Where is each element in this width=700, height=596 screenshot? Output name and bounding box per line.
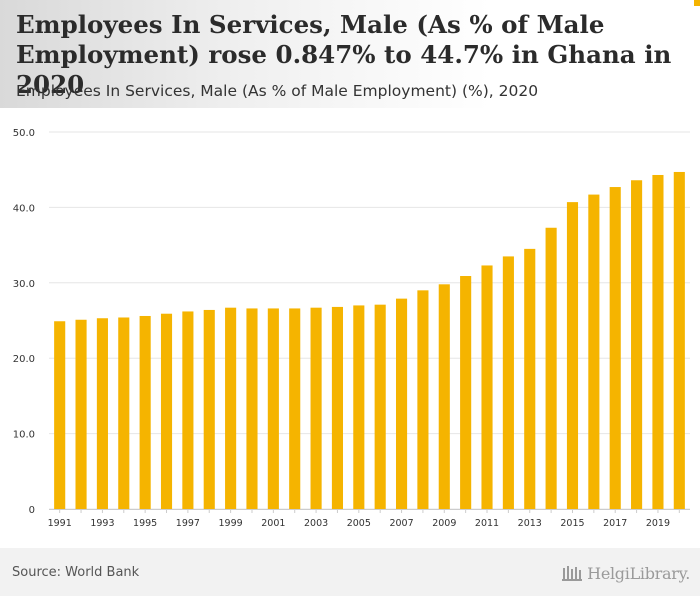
bar-2000[interactable] bbox=[246, 308, 258, 509]
bar-2019[interactable] bbox=[652, 174, 664, 509]
x-tick-label: 2013 bbox=[518, 518, 542, 529]
x-axis: 1991 1993 1995 1997 1999 2001 2003 2005 2007 2009… bbox=[48, 509, 690, 529]
bar-2005[interactable] bbox=[353, 305, 365, 509]
footer-band bbox=[0, 548, 700, 596]
bar-2018[interactable] bbox=[631, 180, 643, 510]
bar-2001[interactable] bbox=[267, 308, 279, 509]
x-tick-label: 2011 bbox=[475, 518, 499, 529]
bar-2007[interactable] bbox=[395, 298, 408, 509]
y-tick-label: 30.0 bbox=[13, 279, 35, 290]
bar-2008[interactable] bbox=[417, 290, 429, 509]
bar-2004[interactable] bbox=[331, 306, 344, 509]
bar-2006[interactable] bbox=[374, 304, 386, 509]
y-tick-label: 20.0 bbox=[13, 354, 35, 365]
x-tick-label: 2007 bbox=[389, 518, 413, 529]
bar-2015[interactable] bbox=[566, 202, 579, 509]
chart-subtitle: Employees In Services, Male (As % of Mal… bbox=[16, 82, 539, 100]
bar-2009[interactable] bbox=[438, 284, 450, 509]
y-tick-label: 0 bbox=[29, 505, 35, 516]
x-tick-label: 1999 bbox=[219, 518, 243, 529]
source-note: Source: World Bank bbox=[12, 565, 140, 580]
x-tick-label: 1993 bbox=[90, 518, 114, 529]
bar-1992[interactable] bbox=[75, 319, 87, 509]
y-tick-label: 50.0 bbox=[13, 128, 35, 139]
page-title: Employees In Services, Male (As % of Mal… bbox=[16, 10, 672, 99]
bar-1993[interactable] bbox=[96, 318, 108, 509]
x-tick-label: 1997 bbox=[176, 518, 200, 529]
bar-1991[interactable] bbox=[54, 321, 66, 509]
bar-2016[interactable] bbox=[588, 194, 600, 509]
y-axis-ticks: 0 10.0 20.0 30.0 40.0 50.0 bbox=[13, 128, 35, 516]
bar-1994[interactable] bbox=[118, 317, 130, 509]
x-tick-label: 2003 bbox=[304, 518, 328, 529]
x-tick-label: 2009 bbox=[432, 518, 456, 529]
bar-2020[interactable] bbox=[673, 171, 685, 509]
x-tick-label: 2017 bbox=[603, 518, 627, 529]
x-tick-label: 1995 bbox=[133, 518, 157, 529]
bar-2013[interactable] bbox=[524, 248, 536, 509]
x-tick-label: 2001 bbox=[261, 518, 285, 529]
x-tick-label: 1991 bbox=[48, 518, 72, 529]
bar-1996[interactable] bbox=[160, 313, 173, 509]
bar-2017[interactable] bbox=[609, 187, 621, 509]
bar-chart: 010.020.030.040.050.0 1991 1993 1995 1997 19… bbox=[13, 128, 690, 529]
helgi-library-logo[interactable]: HelgiLibrary. bbox=[561, 562, 690, 584]
bar-2014[interactable] bbox=[545, 227, 557, 509]
chart-area bbox=[0, 108, 700, 548]
bar-2002[interactable] bbox=[289, 308, 301, 509]
bar-1999[interactable] bbox=[225, 307, 237, 509]
corner-accent bbox=[694, 0, 700, 6]
bar-1998[interactable] bbox=[203, 309, 215, 509]
x-tick-label: 2015 bbox=[560, 518, 584, 529]
logo-text: HelgiLibrary. bbox=[587, 563, 690, 583]
x-tick-label: 2019 bbox=[646, 518, 670, 529]
bar-2012[interactable] bbox=[502, 256, 514, 509]
header-band bbox=[0, 0, 700, 108]
bar-1995[interactable] bbox=[139, 315, 151, 509]
bar-1997[interactable] bbox=[182, 311, 194, 509]
x-tick-label: 2005 bbox=[347, 518, 371, 529]
bar-2010[interactable] bbox=[460, 276, 472, 509]
bar-2011[interactable] bbox=[481, 265, 493, 509]
y-tick-label: 40.0 bbox=[13, 203, 35, 214]
bars bbox=[54, 171, 685, 510]
library-columns-icon bbox=[562, 566, 583, 581]
bar-2003[interactable] bbox=[310, 307, 322, 509]
y-tick-label: 10.0 bbox=[13, 430, 35, 441]
